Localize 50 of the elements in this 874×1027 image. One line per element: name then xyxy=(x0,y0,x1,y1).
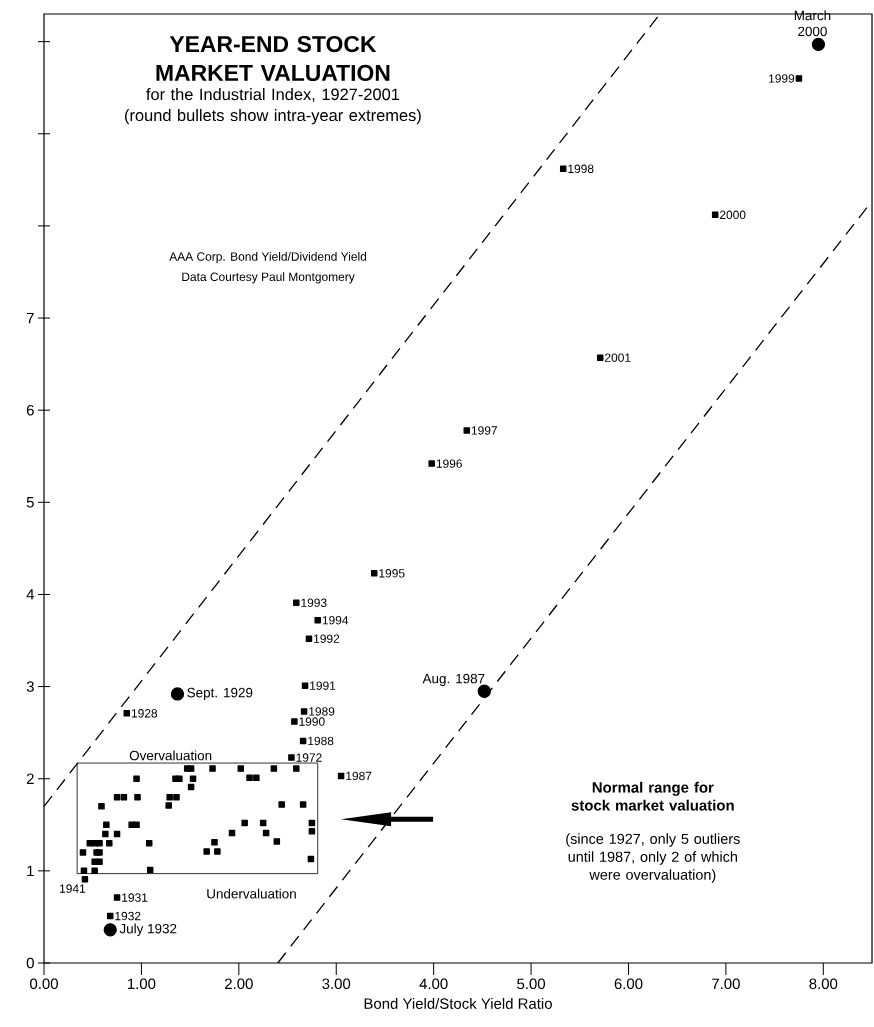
annotation: 1997 xyxy=(471,426,497,435)
y-tick-label: 3 xyxy=(26,681,34,692)
y-tick-label: 7 xyxy=(26,312,34,324)
y-tick-label: 2 xyxy=(26,773,34,784)
annotation: Aug. 1987 xyxy=(422,673,485,686)
annotation: 1988 xyxy=(308,736,334,746)
annotation: 1941 xyxy=(60,884,86,893)
annotation: 1928 xyxy=(131,709,158,718)
annotation: July 1932 xyxy=(119,923,177,937)
annotation: 1990 xyxy=(299,717,325,726)
annotation: 1993 xyxy=(301,598,327,607)
annotation: 1992 xyxy=(314,634,340,643)
annotation: 1998 xyxy=(568,164,594,173)
x-axis-title: Bond Yield/Stock Yield Ratio xyxy=(364,997,552,1009)
y-tick-label: 4 xyxy=(26,589,35,600)
x-tick-label: 3.00 xyxy=(322,978,351,990)
x-tick-label: 8.00 xyxy=(809,978,838,990)
annotation: Data Courtesy Paul Montgomery xyxy=(182,272,355,284)
y-tick-label: 5 xyxy=(26,497,34,508)
text: for the Industrial Index, 1927-2001 (round bullets show intra-year extremes) xyxy=(125,88,421,125)
annotation: 1989 xyxy=(309,707,335,716)
annotation: March 2000 xyxy=(794,10,831,37)
x-tick-label: 5.00 xyxy=(517,978,546,990)
x-tick-label: 7.00 xyxy=(712,978,740,990)
annotation: Overvaluation xyxy=(129,750,212,761)
x-tick-label: 1.00 xyxy=(128,978,156,990)
y-tick-label: 1 xyxy=(27,865,34,876)
annotation: 1995 xyxy=(379,569,405,578)
annotation: 1932 xyxy=(115,911,141,921)
y-tick-label: 6 xyxy=(26,404,34,416)
annotation: Sept. 1929 xyxy=(187,687,253,701)
x-tick-label: 0.00 xyxy=(30,978,58,990)
annotation: (since 1927, only 5 outliers until 1987, only 2 of which were overvaluation) xyxy=(566,833,740,883)
annotation: 1996 xyxy=(436,459,462,468)
annotation: AAA Corp. Bond Yield/Dividend Yield xyxy=(169,251,367,264)
annotation: 1991 xyxy=(310,681,336,690)
annotation: 1931 xyxy=(122,893,148,902)
y-tick-label: 0 xyxy=(26,957,34,969)
x-tick-label: 4.00 xyxy=(419,978,448,990)
annotation: 2000 xyxy=(719,210,746,220)
annotation: 2001 xyxy=(605,353,631,362)
x-tick-label: 2.00 xyxy=(225,978,253,990)
annotation: 1994 xyxy=(322,616,349,625)
annotation: Normal range for stock market valuation xyxy=(571,781,734,811)
text: YEAR-END STOCK MARKET VALUATION xyxy=(156,35,390,82)
annotation: 1987 xyxy=(346,771,372,781)
annotation: 1972 xyxy=(296,753,322,762)
annotation: Undervaluation xyxy=(207,888,296,899)
annotation: 1999 xyxy=(769,74,795,83)
x-tick-label: 6.00 xyxy=(614,978,643,990)
